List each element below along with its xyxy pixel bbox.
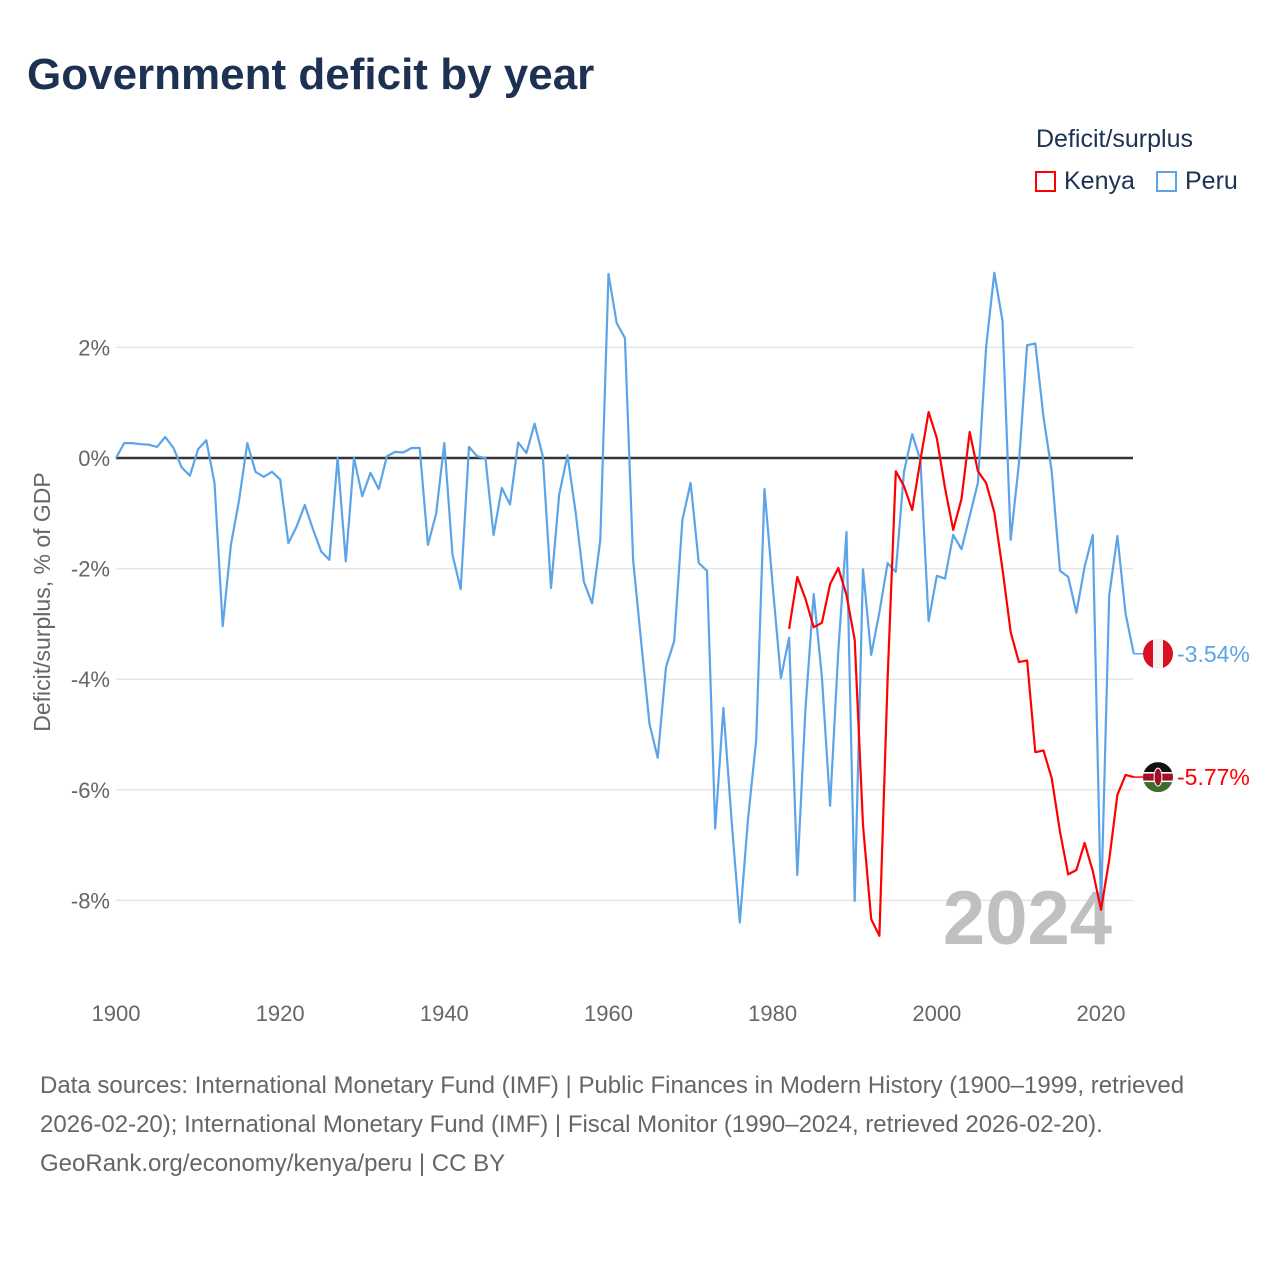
- chart-title: Government deficit by year: [27, 50, 595, 99]
- legend-swatch-peru: [1156, 171, 1177, 192]
- flag-stripe: [1153, 638, 1163, 669]
- flag-stripe: [1143, 638, 1153, 669]
- y-tick-label: -4%: [71, 667, 110, 692]
- x-tick-label: 1900: [92, 1001, 141, 1026]
- x-tick-label: 2000: [912, 1001, 961, 1026]
- series-lines: [115, 271, 1135, 937]
- flag-stripe: [1163, 638, 1173, 669]
- y-tick-label: -8%: [71, 888, 110, 913]
- y-tick-label: 0%: [78, 446, 110, 471]
- end-label-kenya: -5.77%: [1177, 764, 1250, 790]
- kenya-flag-icon: [1143, 762, 1173, 793]
- end-labels: -3.54% -5.77%: [1133, 638, 1250, 793]
- flag-stripe: [1143, 782, 1173, 793]
- credit-link[interactable]: GeoRank.org/economy/kenya/peru | CC BY: [40, 1150, 506, 1177]
- legend-label-peru: Peru: [1185, 167, 1238, 195]
- x-tick-label: 1920: [256, 1001, 305, 1026]
- flag-body: [1143, 762, 1173, 793]
- legend-title: Deficit/surplus: [1036, 125, 1193, 153]
- y-axis-label: Deficit/surplus, % of GDP: [29, 472, 55, 731]
- line-chart: 2% 0% -2% -4% -6% -8% 1900 1920 1940 1960 1980 200…: [29, 271, 1250, 1026]
- x-tick-label: 1980: [748, 1001, 797, 1026]
- x-tick-label: 1960: [584, 1001, 633, 1026]
- flag-body: [1143, 638, 1173, 669]
- flag-shield: [1153, 767, 1163, 787]
- flag-stripe: [1143, 762, 1173, 773]
- legend-item-kenya[interactable]: Kenya: [1035, 167, 1135, 196]
- gridlines: [116, 346, 1133, 902]
- footer: Data sources: International Monetary Fun…: [40, 1066, 1240, 1183]
- year-watermark: 2024: [943, 876, 1112, 961]
- x-tick-label: 2020: [1077, 1001, 1126, 1026]
- x-tick-label: 1940: [420, 1001, 469, 1026]
- peru-flag-icon: [1143, 638, 1173, 669]
- legend-swatch-kenya: [1035, 171, 1056, 192]
- legend-label-kenya: Kenya: [1064, 167, 1135, 195]
- x-axis-ticks: 1900 1920 1940 1960 1980 2000 2020: [92, 1001, 1126, 1026]
- data-sources: Data sources: International Monetary Fun…: [40, 1072, 1185, 1138]
- end-label-peru: -3.54%: [1177, 641, 1250, 667]
- series-line-peru: [115, 271, 1135, 924]
- legend-item-peru[interactable]: Peru: [1156, 167, 1238, 196]
- series-line-kenya: [788, 411, 1135, 937]
- y-axis-ticks: 2% 0% -2% -4% -6% -8%: [71, 335, 110, 913]
- y-tick-label: 2%: [78, 335, 110, 360]
- y-tick-label: -2%: [71, 557, 110, 582]
- y-tick-label: -6%: [71, 778, 110, 803]
